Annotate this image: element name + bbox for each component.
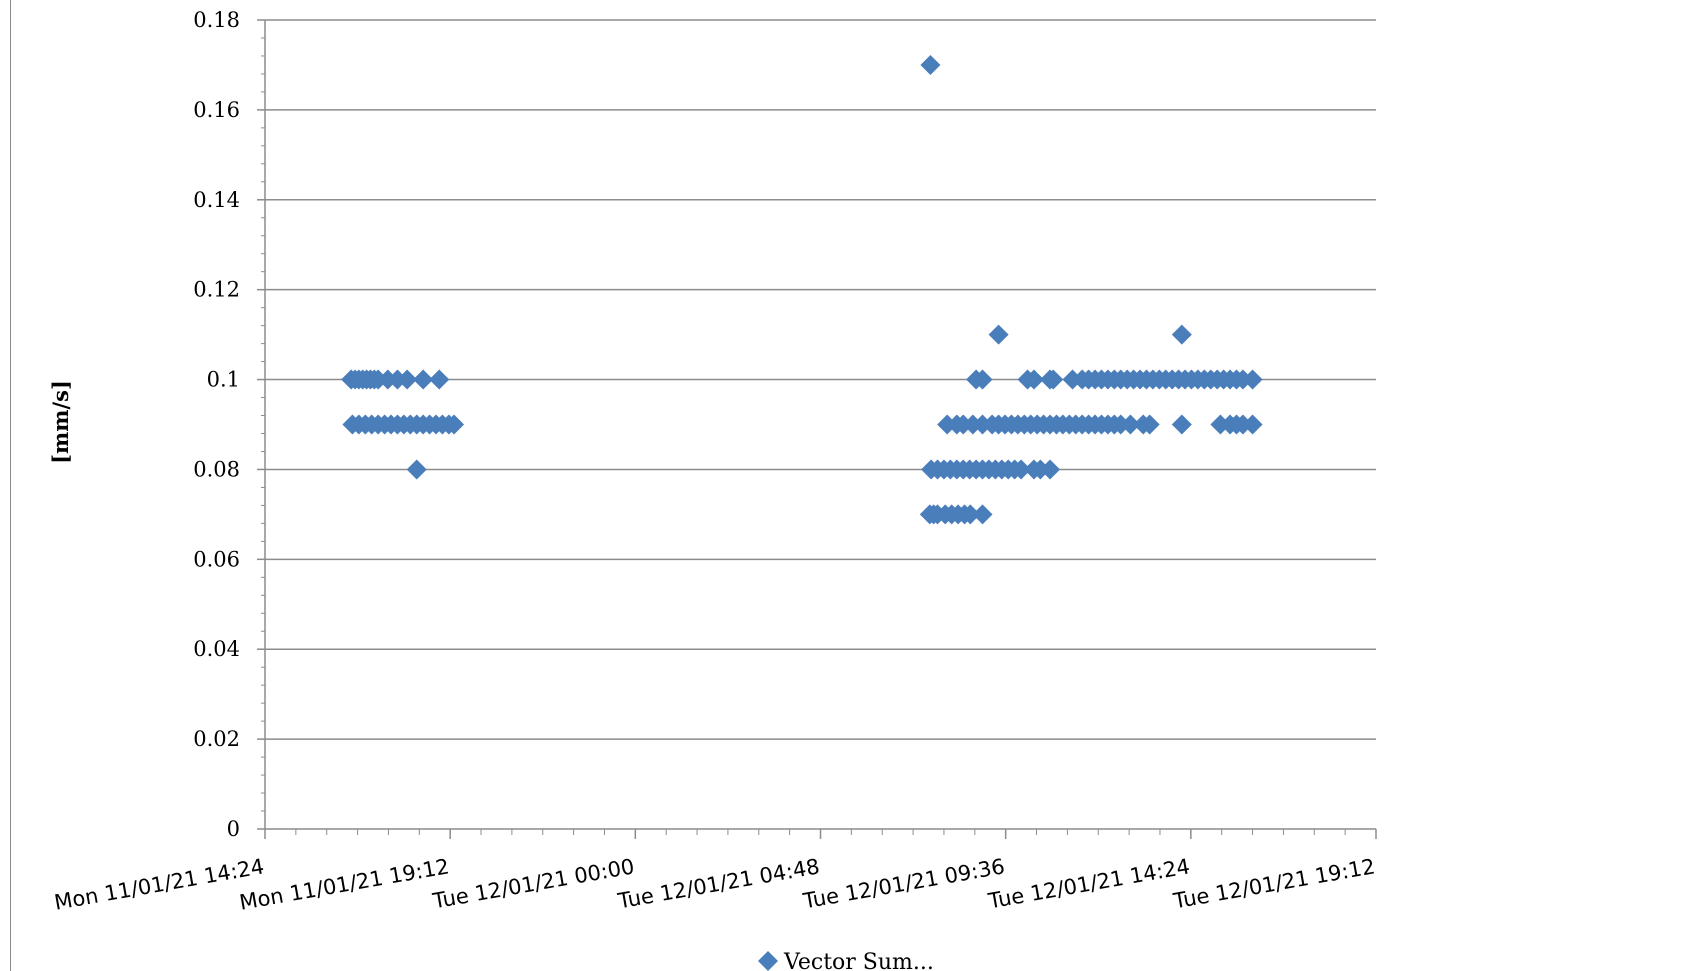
- x-tick-label: Tue 12/01/21 09:36: [800, 854, 1006, 913]
- data-point: [397, 369, 418, 390]
- data-point: [1120, 414, 1141, 435]
- y-tick-label: 0.12: [193, 278, 240, 302]
- y-tick-label: 0.04: [193, 637, 240, 661]
- x-tick-label: Tue 12/01/21 00:00: [430, 854, 636, 913]
- data-point: [1139, 414, 1160, 435]
- data-point: [413, 369, 434, 390]
- x-tick-label: Mon 11/01/21 14:24: [52, 854, 265, 915]
- data-point: [960, 504, 981, 525]
- y-tick-label: 0.16: [193, 98, 240, 122]
- x-tick-label: Tue 12/01/21 19:12: [1171, 854, 1377, 913]
- y-tick-label: 0.18: [193, 8, 240, 32]
- data-point: [1023, 369, 1044, 390]
- data-point: [429, 369, 450, 390]
- x-tick-label: Tue 12/01/21 04:48: [615, 854, 821, 913]
- y-tick-label: 0.06: [193, 547, 240, 571]
- data-point: [920, 54, 941, 75]
- data-point: [1040, 459, 1061, 480]
- page-left-border: [10, 0, 11, 971]
- data-point: [1171, 324, 1192, 345]
- data-point: [1043, 369, 1064, 390]
- data-point: [406, 459, 427, 480]
- data-point: [1171, 414, 1192, 435]
- data-point: [1242, 414, 1263, 435]
- data-points: [341, 54, 1263, 525]
- legend: Vector Sum...: [758, 950, 934, 971]
- y-tick-label: 0.02: [193, 727, 240, 751]
- x-tick-label: Tue 12/01/21 14:24: [986, 854, 1192, 913]
- data-point: [972, 369, 993, 390]
- data-point: [1242, 369, 1263, 390]
- data-point: [972, 504, 993, 525]
- data-point: [1011, 459, 1032, 480]
- y-tick-label: 0.08: [193, 457, 240, 481]
- x-tick-label: Mon 11/01/21 19:12: [238, 854, 451, 915]
- y-tick-label: 0.1: [207, 368, 240, 392]
- axes: 0 0.02 0.04 0.06 0.08 0.1 0.12 0.14 0.16 0.18 Mon …: [52, 8, 1376, 915]
- data-point: [988, 324, 1009, 345]
- data-point: [444, 414, 465, 435]
- legend-series-label: Vector Sum...: [783, 950, 934, 971]
- y-axis-label: [mm/s]: [48, 380, 73, 464]
- legend-marker-diamond-icon: [758, 951, 778, 971]
- y-tick-label: 0: [227, 817, 240, 841]
- y-tick-label: 0.14: [193, 188, 240, 212]
